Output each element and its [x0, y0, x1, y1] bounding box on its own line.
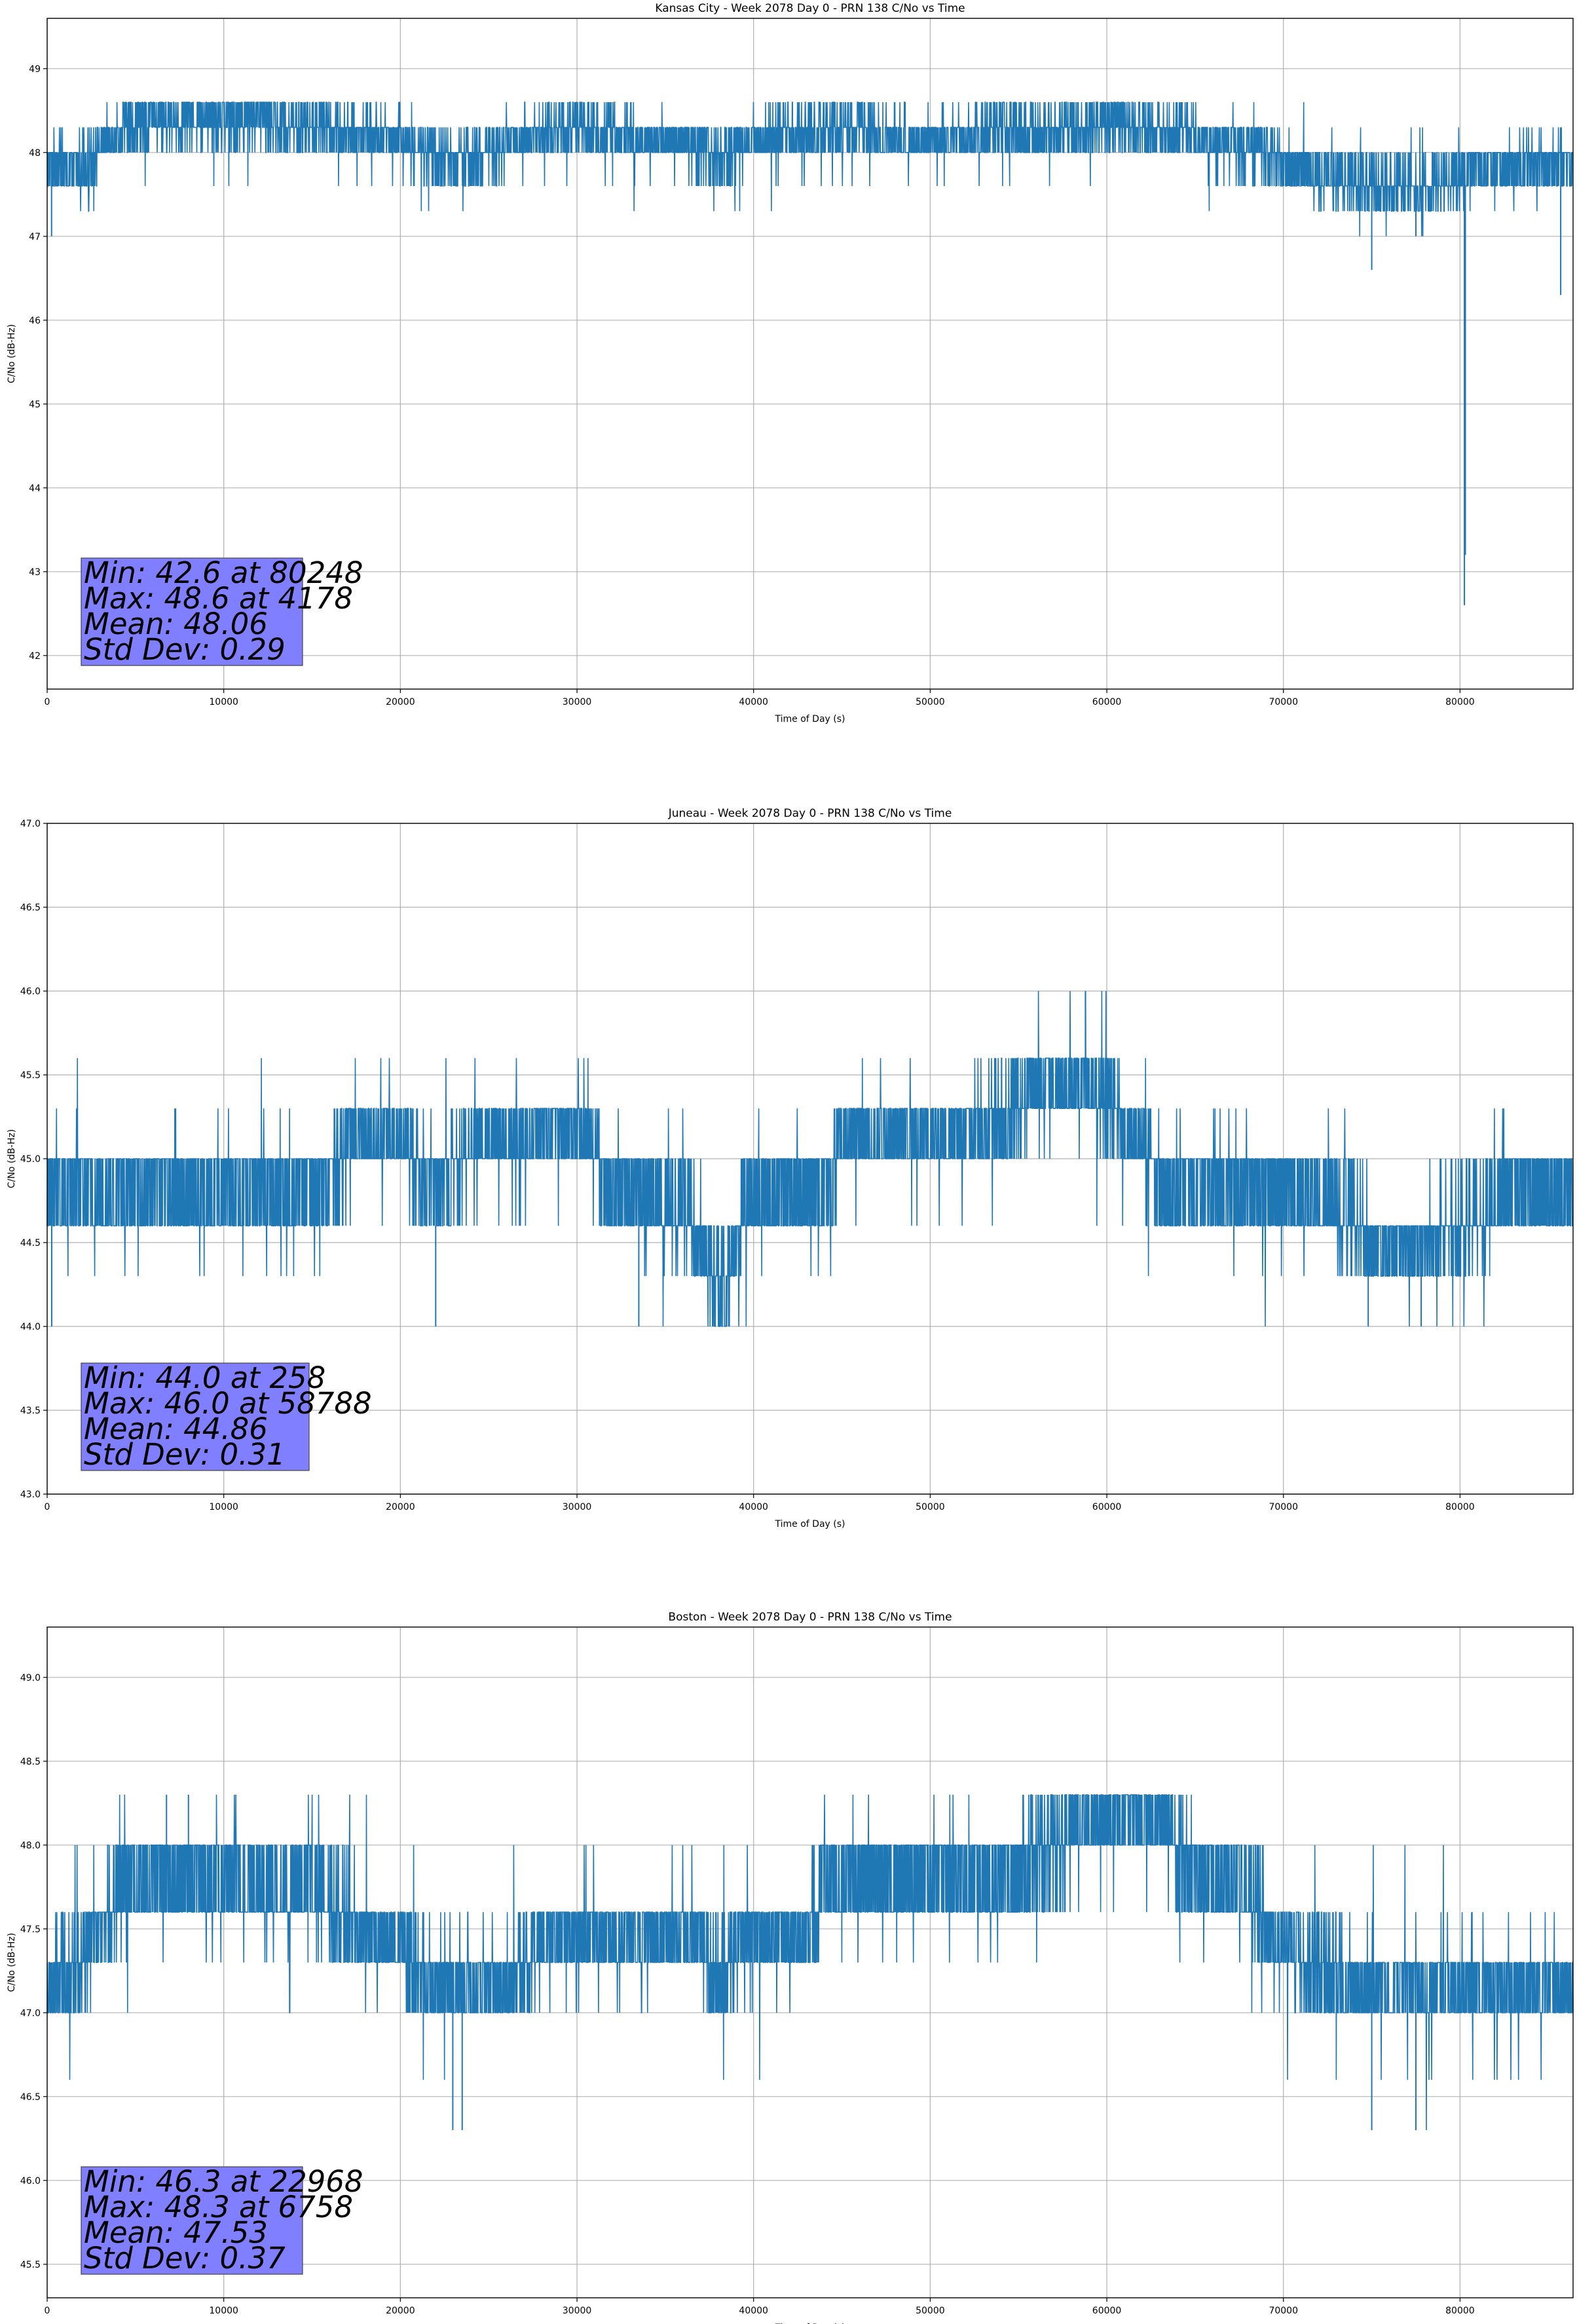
y-tick-label: 48.0: [20, 1841, 41, 1851]
y-tick-label: 44.0: [20, 1322, 41, 1332]
x-tick-label: 60000: [1092, 2306, 1122, 2316]
plot-frame: [46, 1626, 1574, 2298]
y-tick-label: 49.0: [20, 1673, 41, 1683]
y-tick-label: 46.5: [20, 903, 41, 913]
x-tick-label: 50000: [916, 697, 945, 707]
x-tick-label: 70000: [1269, 1502, 1298, 1512]
stats-line: Std Dev: 0.29: [84, 632, 286, 667]
stats-line: Mean: 47.53: [84, 2215, 268, 2250]
x-tick-label: 10000: [209, 1502, 238, 1512]
x-tick-label: 60000: [1092, 1502, 1122, 1512]
stats-box-background: [81, 2166, 303, 2275]
y-tick-label: 47.0: [20, 2008, 41, 2019]
x-tick-label: 40000: [739, 2306, 768, 2316]
stats-line: Mean: 44.86: [84, 1412, 268, 1446]
stats-box-background: [81, 1362, 310, 1471]
x-tick-label: 20000: [386, 697, 415, 707]
x-tick-label: 80000: [1445, 1502, 1475, 1512]
x-tick-label: 40000: [739, 1502, 768, 1512]
y-tick-label: 47.0: [20, 819, 41, 829]
chart-kansas-city: Kansas City - Week 2078 Day 0 - PRN 138 …: [7, 2, 1574, 724]
y-tick-label: 43: [29, 567, 41, 578]
x-tick-label: 0: [45, 1502, 50, 1512]
x-tick-label: 20000: [386, 2306, 415, 2316]
stats-line: Std Dev: 0.31: [84, 1437, 286, 1472]
stats-line: Max: 46.0 at 58788: [84, 1386, 372, 1421]
y-tick-label: 42: [29, 651, 41, 662]
y-tick-label: 46.0: [20, 2176, 41, 2186]
x-tick-label: 60000: [1092, 697, 1122, 707]
stats-line: Min: 46.3 at 22968: [84, 2164, 363, 2199]
y-tick-label: 44: [29, 483, 41, 494]
y-axis-label: C/No (dB-Hz): [7, 1129, 17, 1188]
stats-line: Min: 44.0 at 258: [84, 1360, 325, 1395]
x-tick-label: 70000: [1269, 697, 1298, 707]
y-tick-label: 47: [29, 232, 41, 242]
chart-boston: Boston - Week 2078 Day 0 - PRN 138 C/No …: [7, 1611, 1574, 2324]
y-tick-label: 46.0: [20, 986, 41, 997]
x-tick-label: 30000: [563, 2306, 592, 2316]
x-tick-label: 30000: [563, 697, 592, 707]
x-tick-label: 0: [45, 2306, 50, 2316]
x-axis-label: Time of Day (s): [775, 2323, 845, 2324]
y-tick-label: 44.5: [20, 1238, 41, 1248]
x-tick-label: 10000: [209, 2306, 238, 2316]
x-tick-label: 80000: [1445, 697, 1475, 707]
y-tick-label: 45.5: [20, 1070, 41, 1081]
stats-line: Max: 48.3 at 6758: [84, 2190, 353, 2224]
cno-series-line: [46, 1794, 1574, 2131]
stats-line: Min: 42.6 at 80248: [84, 555, 363, 590]
x-tick-label: 40000: [739, 697, 768, 707]
chart-title: Juneau - Week 2078 Day 0 - PRN 138 C/No …: [668, 807, 952, 820]
y-tick-label: 46: [29, 316, 41, 326]
x-tick-label: 50000: [916, 1502, 945, 1512]
y-axis-label: C/No (dB-Hz): [7, 1933, 17, 1992]
stats-box-background: [81, 557, 303, 666]
y-tick-label: 43.0: [20, 1490, 41, 1500]
y-tick-label: 46.5: [20, 2092, 41, 2103]
y-tick-label: 43.5: [20, 1406, 41, 1416]
plot-frame: [46, 18, 1574, 690]
y-tick-label: 47.5: [20, 1924, 41, 1935]
x-axis-label: Time of Day (s): [775, 1519, 845, 1529]
x-tick-label: 50000: [916, 2306, 945, 2316]
y-tick-label: 49: [29, 64, 41, 75]
y-tick-label: 45: [29, 400, 41, 410]
chart-title: Boston - Week 2078 Day 0 - PRN 138 C/No …: [668, 1611, 952, 1624]
x-axis-label: Time of Day (s): [775, 714, 845, 724]
chart-title: Kansas City - Week 2078 Day 0 - PRN 138 …: [655, 2, 965, 15]
chart-juneau: Juneau - Week 2078 Day 0 - PRN 138 C/No …: [7, 807, 1574, 1529]
stats-line: Max: 48.6 at 4178: [84, 581, 353, 616]
y-tick-label: 45.5: [20, 2260, 41, 2270]
x-tick-label: 80000: [1445, 2306, 1475, 2316]
y-tick-label: 48.5: [20, 1757, 41, 1767]
x-tick-label: 70000: [1269, 2306, 1298, 2316]
y-axis-label: C/No (dB-Hz): [7, 324, 17, 383]
x-tick-label: 30000: [563, 1502, 592, 1512]
stats-line: Mean: 48.06: [84, 607, 268, 641]
cno-series-line: [47, 102, 1573, 236]
x-tick-label: 20000: [386, 1502, 415, 1512]
cno-series-line: [46, 990, 1573, 1327]
y-tick-label: 48: [29, 148, 41, 159]
x-tick-label: 10000: [209, 697, 238, 707]
y-tick-label: 45.0: [20, 1154, 41, 1165]
x-tick-label: 0: [45, 697, 50, 707]
stats-line: Std Dev: 0.37: [84, 2241, 286, 2276]
